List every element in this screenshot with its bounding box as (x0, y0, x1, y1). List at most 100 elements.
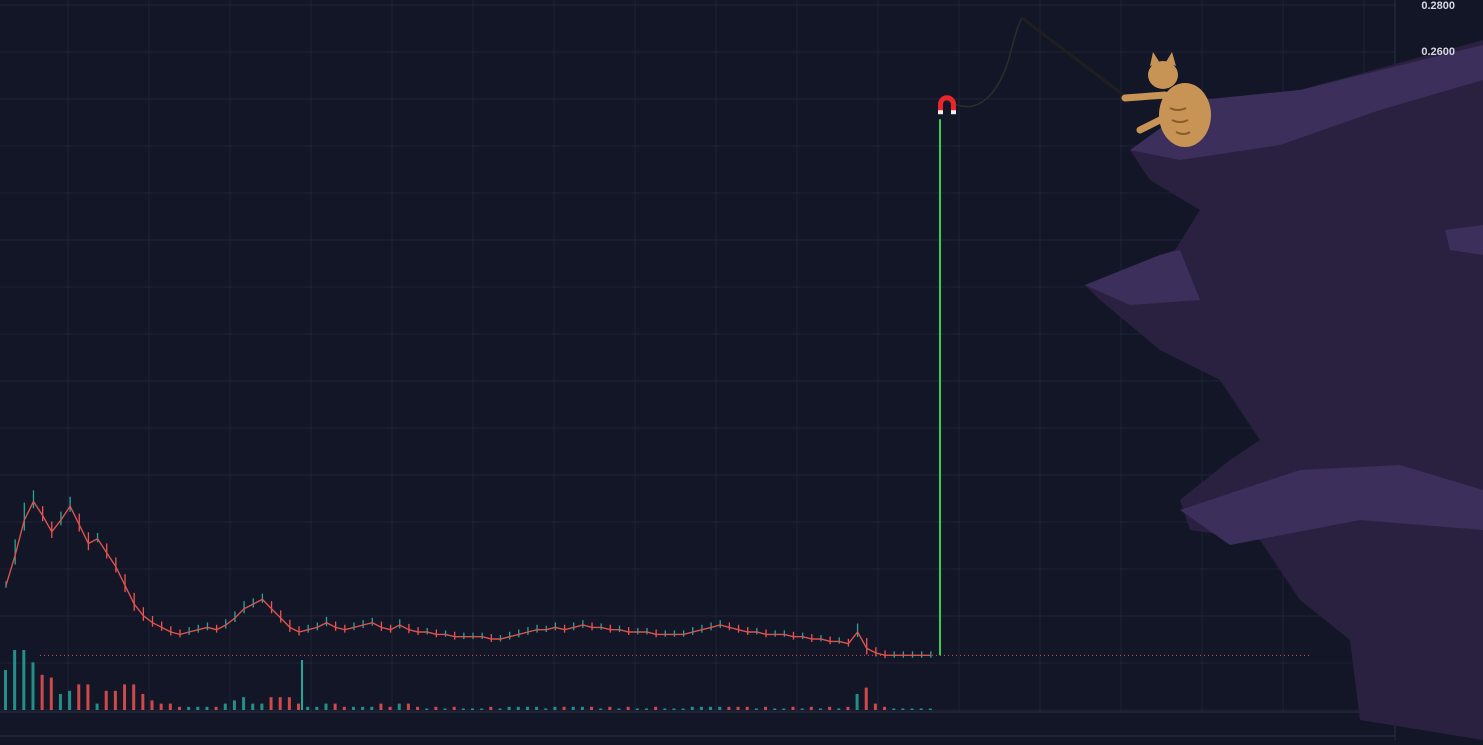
volume-bar (580, 706, 584, 710)
magnet-tip (938, 110, 943, 115)
volume-bar (269, 697, 273, 710)
volume-bar (764, 706, 768, 710)
volume-bar (351, 706, 355, 710)
fishing-rod (1021, 16, 1131, 102)
volume-bar (86, 684, 90, 710)
volume-bar (892, 708, 896, 710)
volume-bar (205, 706, 209, 710)
volume-bar (278, 697, 282, 710)
volume-bar (809, 706, 813, 710)
volume-bar (855, 694, 859, 710)
volume-bar (525, 706, 529, 710)
cliff-ledge-top (1130, 45, 1483, 160)
volume-bar (177, 706, 181, 710)
volume-bar (553, 706, 557, 710)
volume-bar (699, 706, 703, 710)
volume-bar (315, 706, 319, 710)
cat-body (1159, 83, 1211, 147)
cat-ear (1166, 52, 1176, 66)
y-tick-label: 0.2600 (1421, 46, 1455, 58)
volume-bar (562, 706, 566, 710)
volume-bar (196, 706, 200, 710)
volume-bar (425, 708, 429, 710)
volume-bar (77, 684, 81, 710)
cat-ear (1150, 52, 1160, 66)
price-series (5, 490, 1310, 659)
volume-bar (388, 706, 392, 710)
cliff-outcrop (1445, 225, 1483, 255)
volume-bar (928, 708, 932, 710)
volume-bar (141, 694, 145, 710)
volume-bar (297, 703, 301, 710)
volume-bar (773, 708, 777, 710)
volume-bar (635, 708, 639, 710)
volume-bar (489, 706, 493, 710)
volume-bar (434, 706, 438, 710)
cliff-rocks (1280, 474, 1340, 497)
volume-bar (672, 708, 676, 710)
volume-bar (13, 650, 17, 710)
volume-bar (471, 708, 474, 710)
volume-bar (104, 690, 108, 710)
volume-bar (68, 690, 72, 710)
volume-bar (516, 706, 520, 710)
volume-bar (626, 706, 630, 710)
volume-bar (95, 703, 99, 710)
cat-head (1148, 61, 1178, 89)
volume-bar (837, 708, 841, 710)
volume-bar (132, 684, 136, 710)
grid (0, 0, 1396, 740)
volume-bar (535, 706, 539, 710)
volume-bar (883, 706, 887, 710)
cliff-ledge-lower (1180, 465, 1483, 545)
fishing-line (946, 17, 1023, 108)
volume-bar (544, 708, 548, 710)
volume-bar (571, 706, 575, 710)
volume-bar (745, 706, 749, 710)
volume-bar (232, 700, 236, 710)
volume-bar (617, 708, 621, 710)
volume-bar (901, 708, 905, 710)
volume-bar (818, 708, 822, 710)
volume-bar (4, 670, 7, 710)
magnet-body (938, 95, 956, 112)
volume-bar (370, 706, 374, 710)
volume-bar (333, 703, 337, 710)
volume-bar (150, 700, 154, 710)
volume-bar (287, 697, 291, 710)
y-tick-label: 0.2800 (1421, 0, 1455, 12)
volume-bar (782, 708, 786, 710)
volume-bar (113, 690, 117, 710)
volume-bar (791, 706, 795, 710)
volume-bar (324, 703, 328, 710)
volume-bar (123, 684, 127, 710)
volume-bar (681, 708, 685, 710)
magnet-tip (951, 110, 956, 115)
volume-bar (828, 706, 832, 710)
volume-bar (727, 706, 731, 710)
volume-bar (361, 706, 365, 710)
volume-bar (397, 703, 401, 710)
fishing-cat-illustration (938, 16, 1211, 147)
volume-bar (31, 662, 35, 710)
volume-bar (168, 703, 172, 710)
volume-bar (223, 703, 227, 710)
volume-bar (919, 708, 923, 710)
volume-bar (187, 706, 191, 710)
volume-bar (654, 706, 658, 710)
volume-bar (461, 708, 465, 710)
volume-bar (754, 708, 758, 710)
volume-bar (159, 703, 163, 710)
volume-bar (608, 706, 612, 710)
volume-bar (663, 708, 667, 710)
volume-bar (599, 708, 603, 710)
volume-bars (4, 650, 932, 710)
volume-bar (718, 706, 722, 710)
price-line (5, 500, 931, 656)
volume-bar (40, 674, 44, 710)
volume-spike-bar (301, 660, 303, 710)
magnet-icon (938, 95, 956, 115)
volume-bar (242, 697, 246, 710)
